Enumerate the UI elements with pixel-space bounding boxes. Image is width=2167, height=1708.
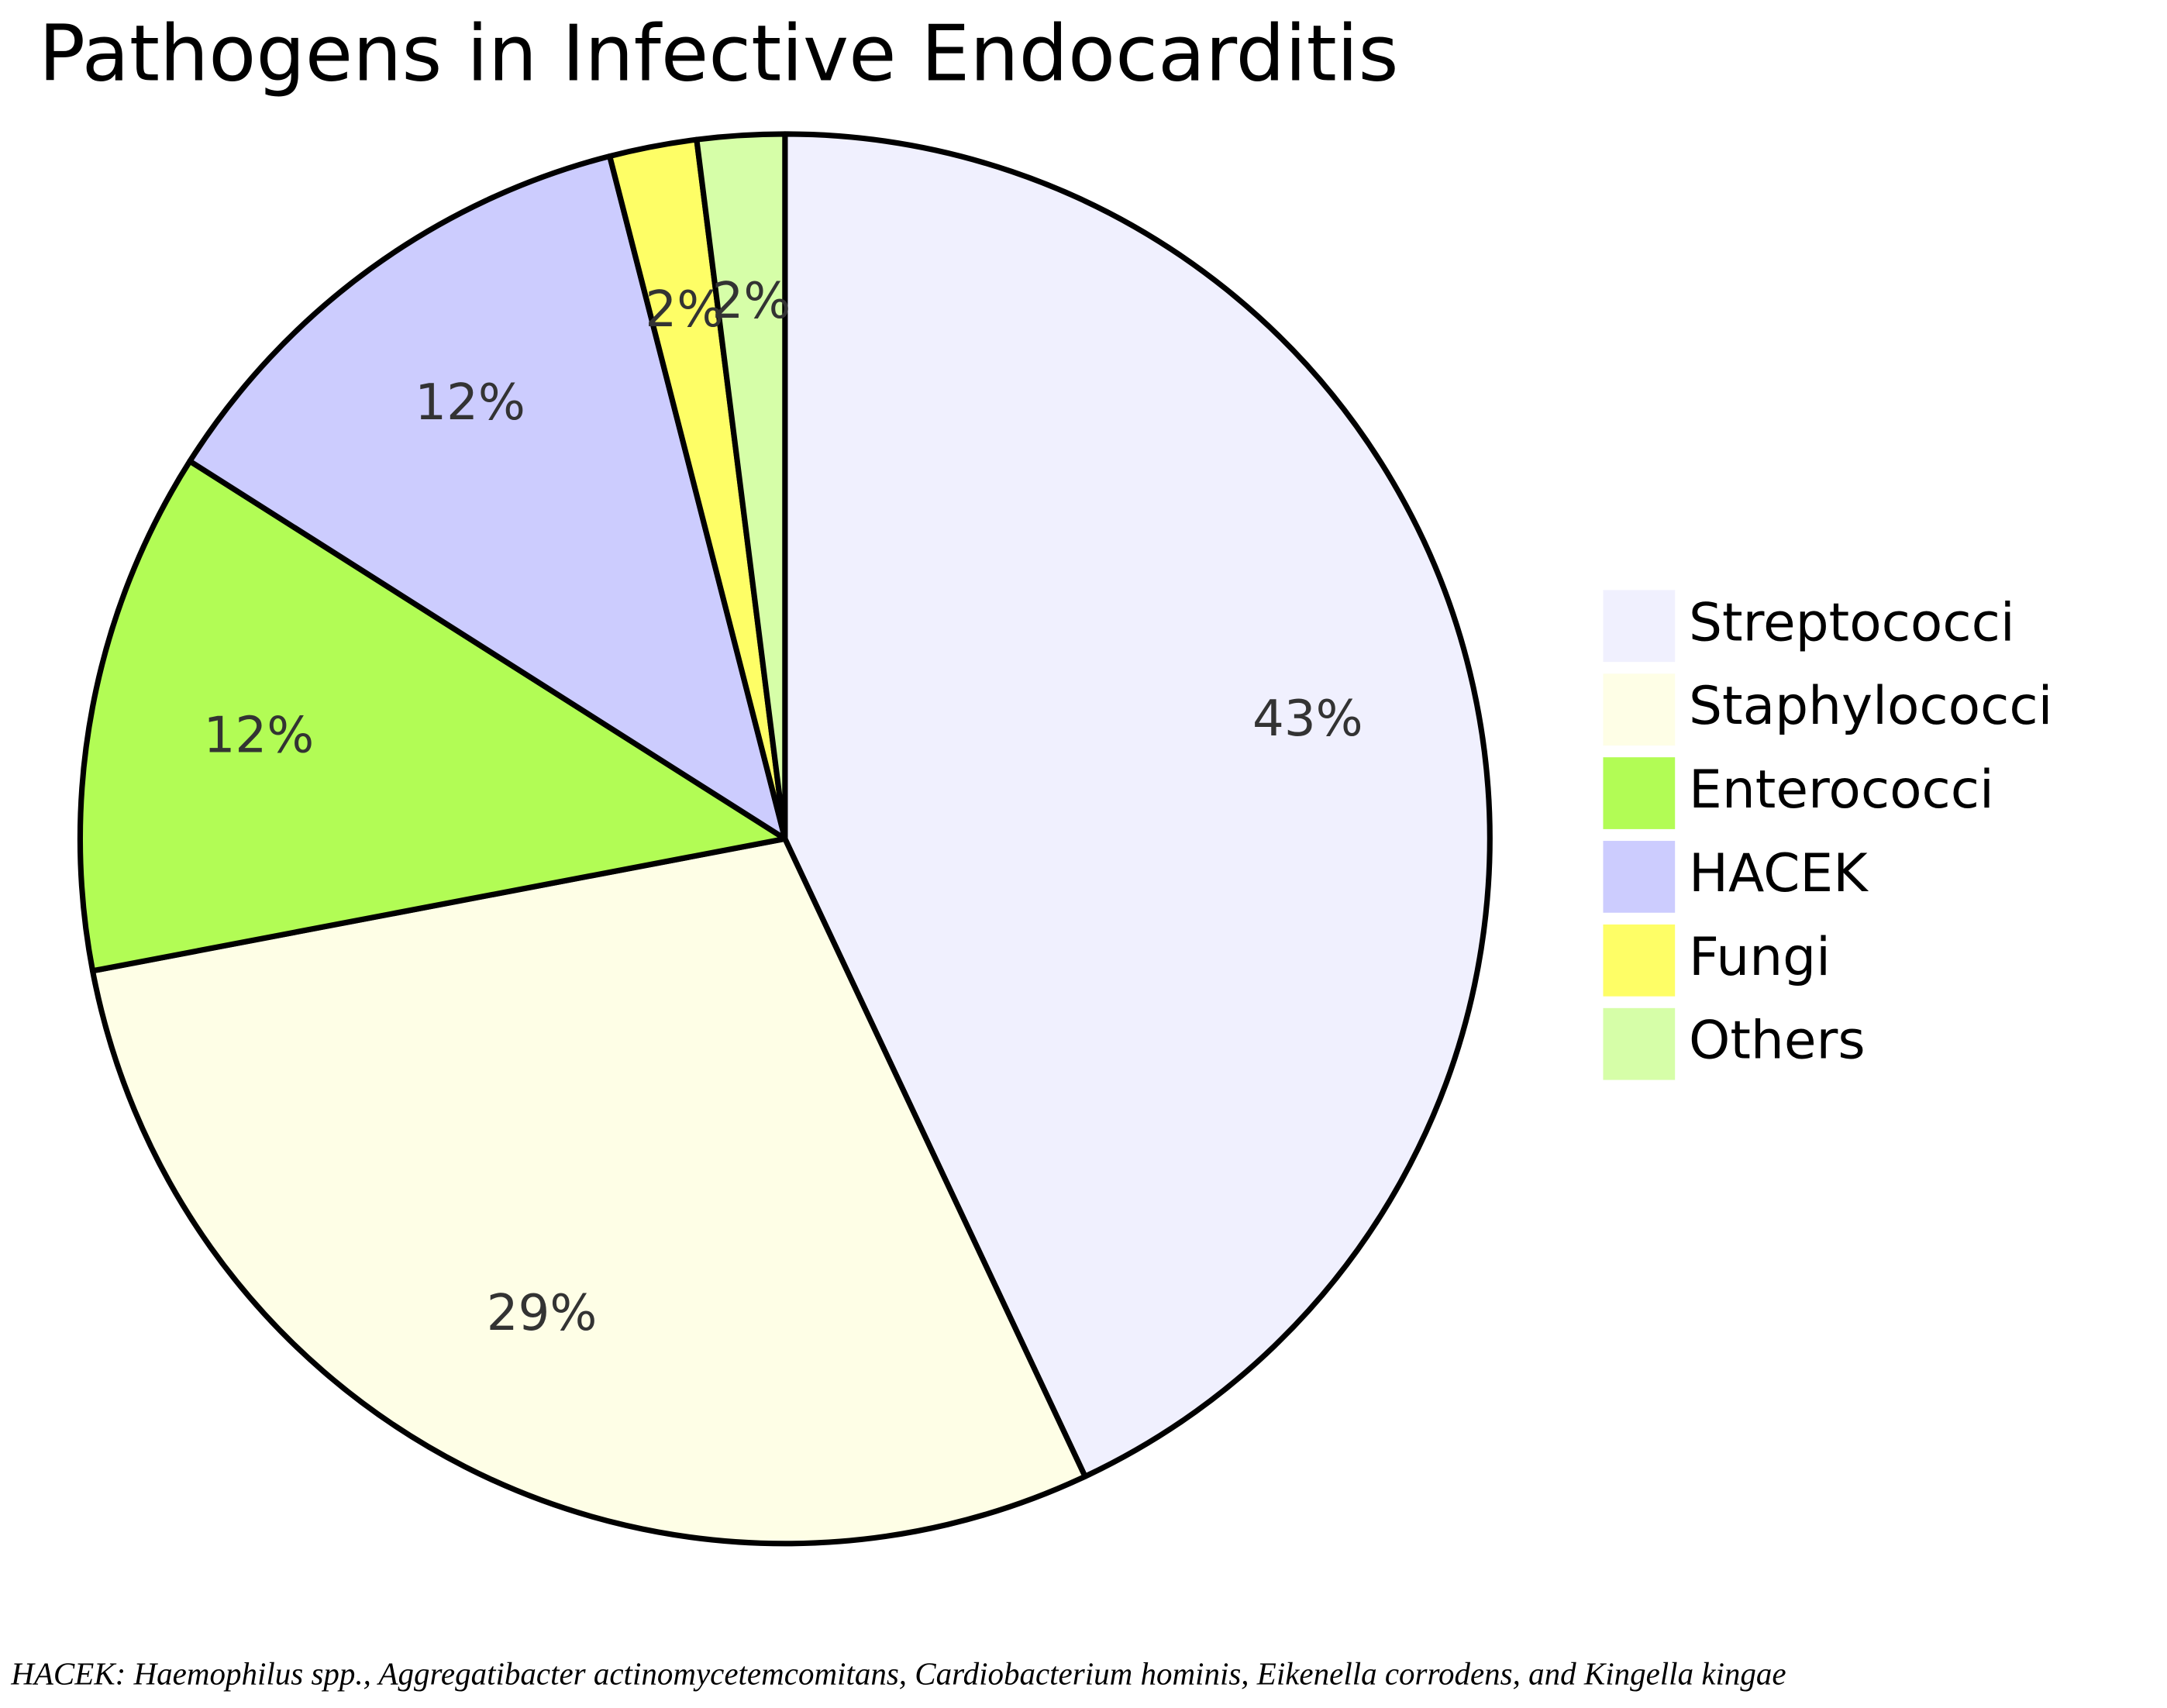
- legend-label: Enterococci: [1689, 759, 1994, 820]
- legend-label: Staphylococci: [1689, 675, 2052, 736]
- legend-swatch: [1603, 841, 1676, 913]
- value-label: 43%: [1252, 690, 1363, 748]
- pie-slice: [89, 835, 1088, 1547]
- value-label: 12%: [204, 706, 315, 764]
- legend-swatch: [1603, 1007, 1676, 1080]
- legend-label: Fungi: [1689, 926, 1831, 987]
- pie-slice: [782, 131, 1493, 1479]
- value-label: 12%: [415, 374, 525, 432]
- pie-slice: [694, 131, 788, 842]
- legend-swatch: [1603, 590, 1676, 663]
- legend-label: Streptococci: [1689, 591, 2015, 653]
- value-label: 2%: [645, 281, 724, 339]
- value-label: 29%: [487, 1284, 598, 1342]
- pie: 43% 29% 12% 12% 2%2%: [77, 131, 1493, 1547]
- footnote: HACEK: Haemophilus spp., Aggregatibacter…: [10, 1656, 1786, 1692]
- legend: Streptococci Staphylococci Enterococci HACE…: [1603, 590, 2052, 1080]
- legend-label: Others: [1689, 1010, 1866, 1071]
- value-label: 2%: [712, 272, 791, 330]
- legend-swatch: [1603, 924, 1676, 997]
- legend-label: HACEK: [1689, 842, 1869, 904]
- chart-title: Pathogens in Infective Endocarditis: [39, 8, 1399, 98]
- legend-swatch: [1603, 673, 1676, 746]
- pie-slice: [187, 153, 788, 842]
- legend-swatch: [1603, 757, 1676, 829]
- pie-slice: [77, 458, 788, 974]
